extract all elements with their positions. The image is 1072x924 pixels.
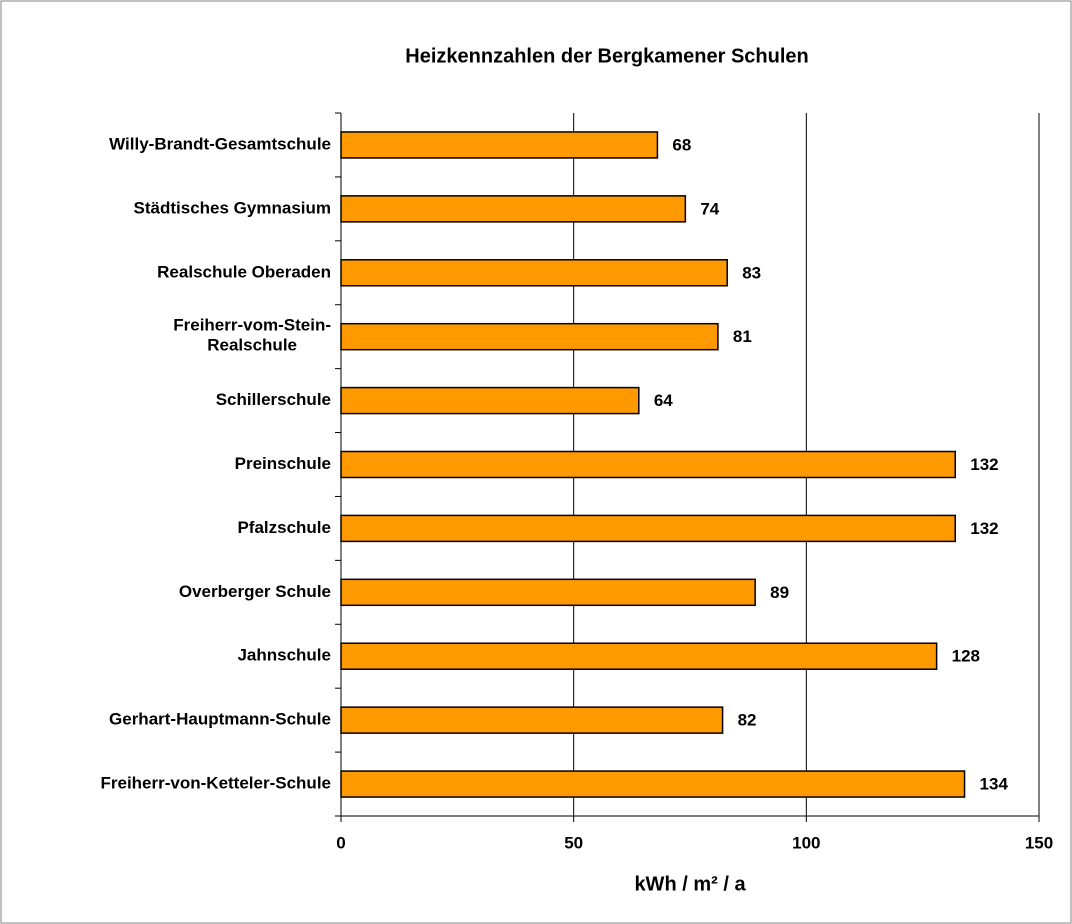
bar xyxy=(340,770,966,798)
bar xyxy=(340,386,640,415)
x-axis-title: kWh / m² / a xyxy=(634,873,746,895)
y-tick-label: Schillerschule xyxy=(216,390,331,409)
y-tick-label: Städtisches Gymnasium xyxy=(134,198,331,217)
y-tick-label: Jahnschule xyxy=(237,646,331,665)
data-label: 89 xyxy=(770,583,789,602)
y-tick-label: Pfalzschule xyxy=(237,518,331,537)
data-label: 132 xyxy=(970,519,998,538)
bar xyxy=(340,322,719,351)
x-tick-label: 100 xyxy=(792,833,820,852)
chart-title: Heizkennzahlen der Bergkamener Schulen xyxy=(405,45,808,67)
data-label: 82 xyxy=(738,711,757,730)
y-tick-label: Freiherr-von-Ketteler-Schule xyxy=(101,774,332,793)
x-tick-label: 0 xyxy=(336,833,345,852)
x-tick-label: 150 xyxy=(1025,833,1053,852)
bar xyxy=(340,450,956,479)
y-tick-label: Gerhart-Hauptmann-Schule xyxy=(109,710,331,729)
data-label: 132 xyxy=(970,455,998,474)
bar xyxy=(340,578,756,607)
data-label: 81 xyxy=(733,327,752,346)
x-tick-label: 50 xyxy=(564,833,583,852)
data-label: 128 xyxy=(952,647,980,666)
bar xyxy=(340,706,724,734)
data-label: 68 xyxy=(672,135,691,154)
bar xyxy=(340,514,956,543)
y-tick-label: Freiherr-vom-Stein-Realschule xyxy=(173,316,331,355)
y-tick-label: Willy-Brandt-Gesamtschule xyxy=(109,134,331,153)
bar xyxy=(340,131,659,159)
y-tick-label: Realschule Oberaden xyxy=(157,262,331,281)
y-tick-label: Overberger Schule xyxy=(179,582,331,601)
data-label: 134 xyxy=(980,775,1009,794)
data-label: 74 xyxy=(700,199,719,218)
bar xyxy=(340,195,687,223)
bar xyxy=(340,642,938,670)
data-label: 83 xyxy=(742,263,761,282)
data-label: 64 xyxy=(654,391,673,410)
y-tick-label: Preinschule xyxy=(235,454,331,473)
bar xyxy=(340,259,728,287)
